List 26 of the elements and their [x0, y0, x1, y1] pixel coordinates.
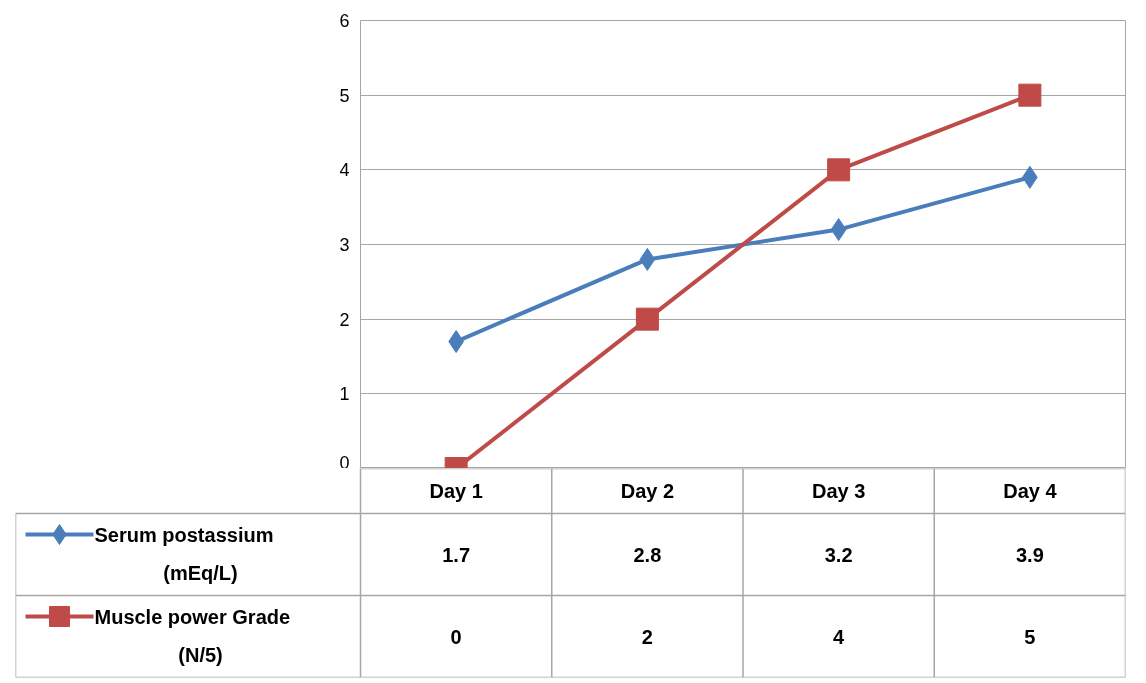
y-tick-label: 1: [339, 384, 350, 405]
legend-label: Serum postassium (mEq/L): [94, 523, 274, 584]
legend-label: Muscle power Grade (N/5): [94, 605, 291, 666]
x-tick-label: Day 4: [1003, 480, 1058, 502]
point: [827, 158, 851, 182]
point: [639, 247, 656, 271]
point: [635, 307, 659, 331]
y-tick-label: 3: [339, 235, 350, 255]
data-label: 4: [833, 625, 846, 648]
x-tick-label: Day 1: [429, 480, 483, 502]
data-label: 2: [641, 625, 653, 648]
y-tick-label: 2: [339, 309, 350, 330]
y-tick-label: 0: [339, 452, 350, 473]
data-label: 3.9: [1015, 543, 1044, 566]
data-label: 1.7: [442, 543, 471, 566]
x-tick-label: Day 2: [620, 480, 675, 502]
point: [830, 218, 847, 242]
y-tick-label: 4: [339, 160, 350, 181]
point: [1018, 83, 1042, 107]
y-tick-label: 6: [339, 11, 350, 31]
data-label: 2.8: [633, 543, 662, 566]
y-tick-label: 5: [339, 85, 350, 106]
data-label: 0: [450, 625, 462, 648]
x-tick-label: Day 3: [811, 480, 866, 502]
data-label: 5: [1024, 625, 1036, 648]
data-label: 3.2: [824, 543, 853, 566]
